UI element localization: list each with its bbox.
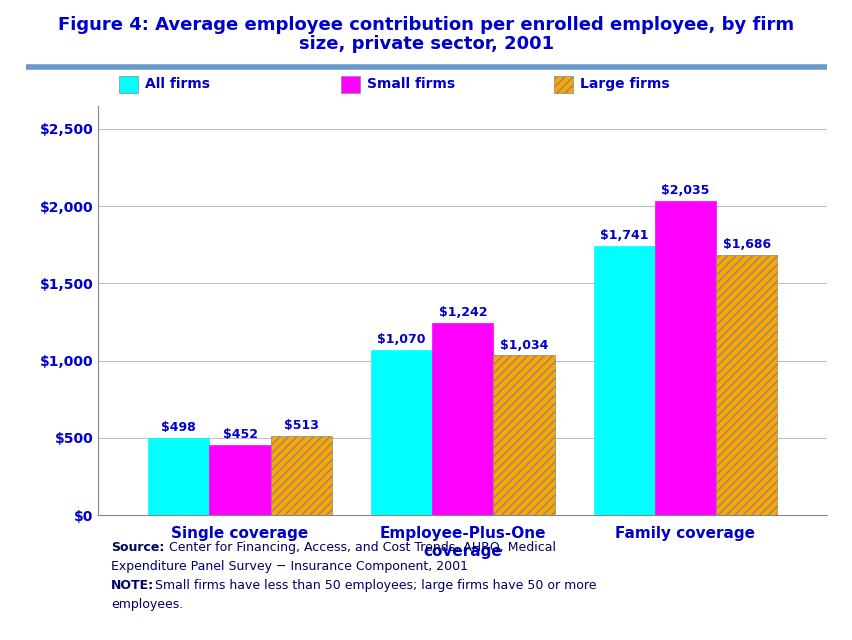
- Bar: [654, 201, 715, 515]
- Text: All firms: All firms: [145, 77, 210, 92]
- Text: Source:: Source:: [111, 541, 164, 554]
- Bar: [492, 355, 554, 515]
- Text: Large firms: Large firms: [579, 77, 669, 92]
- Text: $1,741: $1,741: [599, 229, 648, 242]
- Text: $2,035: $2,035: [660, 184, 709, 196]
- Text: size, private sector, 2001: size, private sector, 2001: [298, 35, 554, 53]
- Bar: [371, 350, 432, 515]
- Text: Center for Financing, Access, and Cost Trends, AHRQ, Medical: Center for Financing, Access, and Cost T…: [169, 541, 556, 554]
- Bar: [210, 445, 270, 515]
- Bar: [148, 438, 210, 515]
- Bar: [432, 323, 492, 515]
- Text: NOTE:: NOTE:: [111, 579, 154, 592]
- Text: Figure 4: Average employee contribution per enrolled employee, by firm: Figure 4: Average employee contribution …: [59, 16, 793, 34]
- Bar: [270, 436, 331, 515]
- Text: $513: $513: [284, 419, 319, 432]
- Text: $1,070: $1,070: [377, 333, 425, 346]
- Text: Small firms have less than 50 employees; large firms have 50 or more: Small firms have less than 50 employees;…: [155, 579, 596, 592]
- Text: $498: $498: [161, 421, 196, 435]
- Text: Small firms: Small firms: [366, 77, 454, 92]
- Bar: [593, 246, 654, 515]
- Text: $1,686: $1,686: [722, 237, 770, 251]
- Text: employees.: employees.: [111, 598, 183, 611]
- Bar: [715, 255, 776, 515]
- Text: $1,242: $1,242: [438, 307, 486, 319]
- Text: $1,034: $1,034: [499, 339, 548, 351]
- Text: $452: $452: [222, 428, 257, 442]
- Text: Expenditure Panel Survey − Insurance Component, 2001: Expenditure Panel Survey − Insurance Com…: [111, 560, 468, 573]
